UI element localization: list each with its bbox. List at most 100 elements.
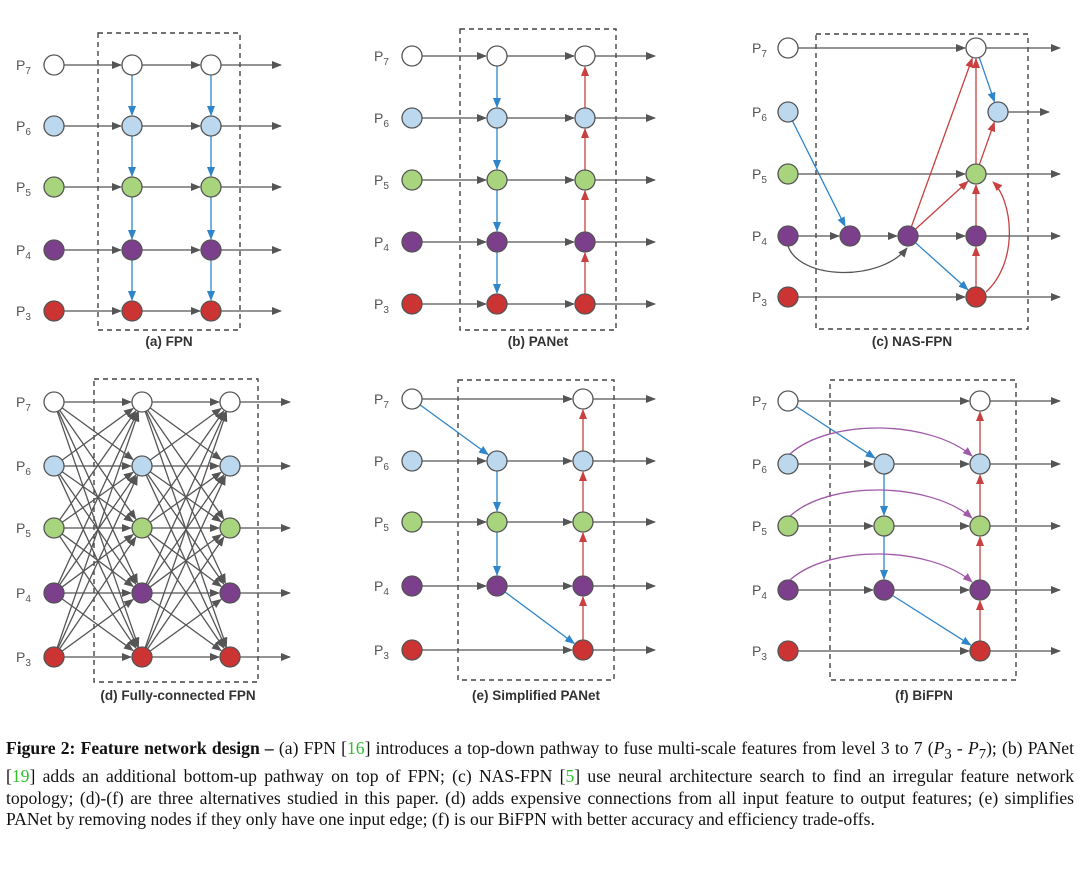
node-p5: [873, 515, 895, 537]
node-p3: [121, 300, 143, 322]
level-label-p5: P5: [752, 518, 767, 538]
citation-16[interactable]: 16: [346, 738, 365, 758]
node-p4: [965, 225, 987, 247]
node-p5: [401, 169, 423, 191]
node-p3: [200, 300, 222, 322]
math-sub: 3: [944, 746, 952, 763]
node-p7: [131, 391, 153, 413]
dense-connection: [59, 410, 137, 521]
dense-connection: [56, 411, 140, 648]
edge-arrow: [910, 57, 973, 227]
node-p7: [121, 54, 143, 76]
caption-title: Feature network design –: [80, 738, 274, 758]
dense-connection: [57, 411, 138, 585]
node-p7: [43, 391, 65, 413]
dense-connection: [145, 475, 226, 649]
node-p6: [200, 115, 222, 137]
edge-arrow: [419, 404, 489, 456]
dense-connection: [147, 410, 225, 521]
level-label-p3: P3: [16, 303, 31, 323]
node-p4: [401, 231, 423, 253]
level-label-p4: P4: [16, 242, 31, 262]
node-p4: [839, 225, 861, 247]
level-label-p4: P4: [374, 578, 389, 598]
node-p5: [219, 517, 241, 539]
panel-caption-b: (b) PANet: [508, 334, 569, 349]
node-p4: [969, 579, 991, 601]
math-sub: 7: [978, 746, 987, 763]
labels: P7 P6 P5 P4 P3 (a) FPN P7 P6 P5 P4 P3 (b) PANet P7 P6…: [16, 40, 953, 703]
dense-connection: [149, 533, 222, 588]
dashed-box: [457, 379, 615, 681]
dense-connection: [61, 407, 134, 461]
node-p5: [121, 176, 143, 198]
node-p7: [219, 391, 241, 413]
node-p5: [965, 163, 987, 185]
citation-5[interactable]: 5: [565, 766, 575, 787]
caption-label: Figure 2:: [6, 738, 76, 758]
node-p4: [897, 225, 919, 247]
level-label-p4: P4: [374, 234, 389, 254]
level-label-p7: P7: [752, 40, 767, 60]
level-label-p5: P5: [752, 166, 767, 186]
caption-text-1: (a) FPN [: [273, 738, 347, 758]
node-p7: [965, 37, 987, 59]
node-p4: [43, 582, 65, 604]
skip-connection-arrow: [789, 427, 973, 457]
level-label-p6: P6: [16, 458, 31, 478]
node-p3: [131, 646, 153, 668]
node-p6: [121, 115, 143, 137]
node-p7: [777, 390, 799, 412]
node-p3: [401, 293, 423, 315]
caption-text-3: -: [951, 738, 968, 758]
node-p3: [969, 640, 991, 662]
node-p4: [486, 575, 508, 597]
node-p6: [401, 107, 423, 129]
edge-arrow: [915, 242, 969, 291]
figure-caption: Figure 2: Feature network design – (a) F…: [6, 738, 1074, 831]
edges: [56, 44, 1061, 661]
node-p5: [486, 169, 508, 191]
node-p7: [777, 37, 799, 59]
node-p7: [486, 45, 508, 67]
level-label-p6: P6: [374, 453, 389, 473]
node-p5: [200, 176, 222, 198]
node-p7: [969, 390, 991, 412]
skip-connection-arrow: [789, 489, 973, 519]
level-label-p6: P6: [752, 456, 767, 476]
node-p5: [574, 169, 596, 191]
level-label-p4: P4: [16, 585, 31, 605]
caption-text-4: ); (b) PANet [: [6, 738, 1074, 787]
node-p4: [574, 231, 596, 253]
nodes: [43, 37, 1009, 668]
level-label-p6: P6: [16, 118, 31, 138]
node-p4: [43, 239, 65, 261]
node-p3: [572, 639, 594, 661]
node-p4: [777, 225, 799, 247]
dense-connection: [59, 536, 137, 650]
skip-connection-arrow: [787, 245, 908, 274]
panel-caption-a: (a) FPN: [145, 334, 192, 349]
node-p6: [43, 115, 65, 137]
node-p6: [131, 455, 153, 477]
level-label-p7: P7: [752, 393, 767, 413]
panel-caption-d: (d) Fully-connected FPN: [100, 688, 255, 703]
dashed-box: [815, 33, 1029, 330]
level-label-p7: P7: [16, 394, 31, 414]
caption-text-2: ] introduces a top-down pathway to fuse …: [364, 738, 934, 758]
node-p5: [43, 176, 65, 198]
dense-connection: [145, 411, 226, 585]
dense-connection: [57, 475, 138, 649]
node-p6: [486, 107, 508, 129]
node-p4: [131, 582, 153, 604]
level-label-p3: P3: [374, 642, 389, 662]
node-p3: [43, 300, 65, 322]
node-p3: [401, 639, 423, 661]
node-p4: [777, 579, 799, 601]
citation-19[interactable]: 19: [11, 766, 30, 787]
node-p6: [486, 450, 508, 472]
node-p7: [401, 45, 423, 67]
edge-arrow: [892, 594, 972, 646]
node-p7: [200, 54, 222, 76]
